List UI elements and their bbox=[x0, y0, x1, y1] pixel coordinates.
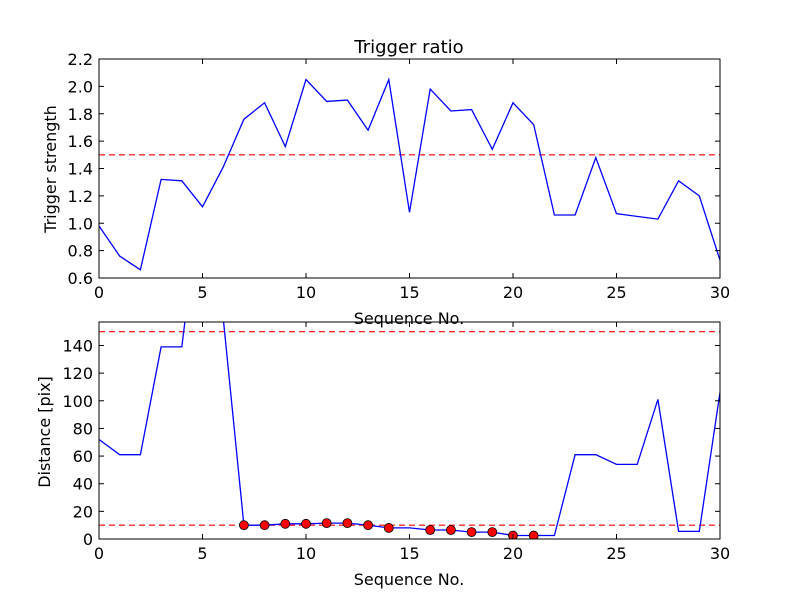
top-y-tick-label: 1.6 bbox=[68, 132, 93, 151]
bottom-x-tick-label: 5 bbox=[197, 544, 207, 563]
top-y-tick-label: 2.0 bbox=[68, 77, 93, 96]
top-x-tick-label: 5 bbox=[197, 283, 207, 302]
top-x-tick-label: 25 bbox=[606, 283, 626, 302]
distance-subplot: Sequence No. Distance [pix] 0 5 10 15 20 25 30… bbox=[35, 321, 730, 589]
bottom-marker-point bbox=[466, 527, 477, 537]
trigger-ratio-subplot: Trigger ratio Sequence No. Trigger stren… bbox=[41, 37, 730, 328]
top-y-tick-label: 1.4 bbox=[68, 160, 93, 179]
bottom-y-tick-label: 20 bbox=[73, 502, 93, 521]
bottom-y-tick-label: 140 bbox=[62, 336, 93, 355]
bottom-y-axis-label: Distance [pix] bbox=[35, 376, 54, 488]
bottom-x-tick-label: 15 bbox=[399, 544, 419, 563]
bottom-x-tick-label: 30 bbox=[710, 544, 730, 563]
bottom-x-tick-label: 0 bbox=[94, 544, 104, 563]
bottom-y-tick-label: 60 bbox=[73, 447, 93, 466]
bottom-marker-point bbox=[425, 525, 436, 535]
bottom-marker-point bbox=[363, 520, 374, 531]
bottom-y-tick-label: 80 bbox=[73, 419, 93, 438]
bottom-y-tick-label: 120 bbox=[62, 364, 93, 383]
bottom-y-tick-label: 0 bbox=[83, 530, 93, 549]
bottom-marker-point bbox=[280, 518, 291, 529]
bottom-x-tick-label: 10 bbox=[296, 544, 316, 563]
top-plot-area bbox=[99, 77, 720, 271]
top-x-axis-label: Sequence No. bbox=[354, 309, 465, 328]
bottom-marker-point bbox=[238, 520, 249, 531]
bottom-marker-point bbox=[528, 530, 539, 539]
bottom-marker-point bbox=[301, 518, 311, 529]
top-x-tick-label: 15 bbox=[399, 283, 419, 302]
top-series-line-0 bbox=[99, 77, 720, 271]
bottom-series-line-0 bbox=[99, 322, 720, 537]
bottom-x-axis-label: Sequence No. bbox=[354, 570, 465, 589]
bottom-marker-point bbox=[259, 520, 270, 531]
top-y-tick-label: 1.2 bbox=[68, 187, 93, 206]
bottom-plot-area bbox=[99, 322, 720, 539]
top-x-tick-label: 0 bbox=[94, 283, 104, 302]
top-y-axis-label: Trigger strength bbox=[41, 105, 60, 234]
bottom-y-tick-label: 100 bbox=[62, 392, 93, 411]
bottom-marker-point bbox=[342, 518, 353, 529]
bottom-marker-point bbox=[321, 518, 332, 529]
top-y-tick-label: 2.2 bbox=[68, 50, 93, 69]
top-y-tick-label: 1.0 bbox=[68, 214, 93, 233]
top-y-tick-label: 0.6 bbox=[68, 269, 93, 288]
bottom-y-tick-label: 40 bbox=[73, 475, 93, 494]
top-y-tick-label: 1.8 bbox=[68, 105, 93, 124]
bottom-x-tick-label: 20 bbox=[503, 544, 523, 563]
bottom-marker-point bbox=[445, 525, 456, 535]
bottom-marker-point bbox=[383, 523, 394, 533]
bottom-x-tick-label: 25 bbox=[606, 544, 626, 563]
top-chart-title: Trigger ratio bbox=[353, 37, 463, 58]
bottom-marker-point bbox=[487, 527, 498, 537]
top-y-tick-label: 0.8 bbox=[68, 242, 93, 261]
top-x-tick-label: 20 bbox=[503, 283, 523, 302]
top-x-tick-label: 10 bbox=[296, 283, 316, 302]
top-x-tick-label: 30 bbox=[710, 283, 730, 302]
